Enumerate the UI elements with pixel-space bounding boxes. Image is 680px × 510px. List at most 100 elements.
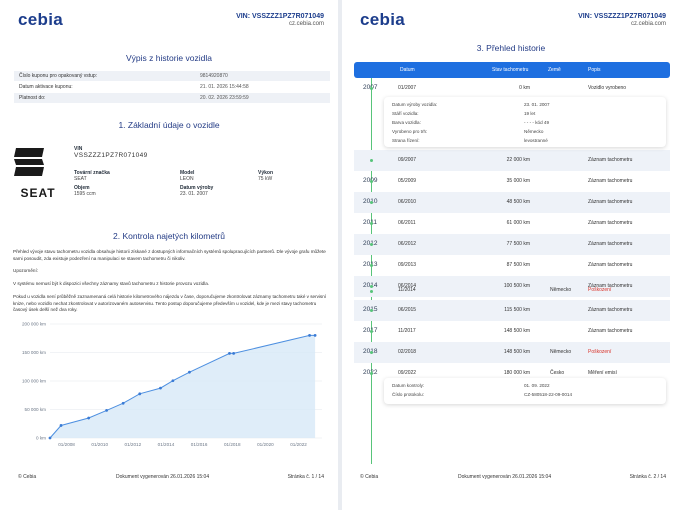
- chart-y-tick-label: 50 000 km: [25, 407, 47, 412]
- report-page-2: cebia VIN: VSSZZZ1PZ7R071049 cz.cebia.co…: [342, 0, 680, 510]
- timeline-dot: [370, 264, 373, 267]
- footer-copyright: © Cebia: [18, 474, 37, 480]
- chart-data-point: [159, 386, 162, 390]
- history-country: Česko: [550, 370, 565, 376]
- timeline-dot: [370, 180, 373, 183]
- chart-data-point: [105, 408, 109, 412]
- spec-value: LEON: [180, 176, 194, 182]
- history-country: Německo: [550, 287, 572, 293]
- history-odometer: 61 000 km: [506, 220, 530, 226]
- detail-label: Datum výroby vozidla:: [392, 102, 438, 107]
- history-odometer: 148 500 km: [503, 349, 530, 355]
- timeline-dot: [370, 87, 373, 90]
- history-description: Záznam tachometru: [588, 220, 633, 226]
- history-date: 06/2010: [398, 199, 417, 205]
- coupon-row: Číslo kuponu pro opakovaný vstup: 9814920…: [14, 71, 330, 82]
- history-description: Záznam tachometru: [588, 307, 633, 313]
- coupon-value: 9814920870: [200, 73, 228, 79]
- spec-make: Tovární značka SEAT: [74, 170, 110, 182]
- timeline-dot: [370, 222, 373, 225]
- chart-data-point: [59, 424, 63, 427]
- history-odometer: 0 km: [519, 85, 530, 91]
- chart-data-point: [121, 401, 125, 405]
- history-date: 09/2013: [398, 262, 417, 268]
- detail-value: 19 let: [524, 111, 536, 116]
- coupon-info-table: Číslo kuponu pro opakovaný vstup: 9814920…: [14, 71, 330, 104]
- section-title-mileage: 2. Kontrola najetých kilometrů: [113, 231, 225, 241]
- spec-value: SEAT: [74, 176, 87, 182]
- footer-generated: Dokument vygenerován 26.01.2026 15:04: [458, 474, 552, 480]
- production-detail-card: Datum výroby vozidla: 23. 01. 2007 Stáří …: [384, 97, 666, 147]
- section-title-history: 3. Přehled historie: [476, 43, 546, 53]
- report-page-1: cebia VIN: VSSZZZ1PZ7R071049 cz.cebia.co…: [0, 0, 338, 510]
- chart-data-point: [87, 416, 91, 420]
- history-description: Záznam tachometru: [588, 262, 633, 268]
- spec-label: Objem: [74, 185, 90, 191]
- chart-y-tick-label: 200 000 km: [22, 322, 46, 327]
- history-odometer: 87 500 km: [506, 262, 530, 268]
- detail-label: Číslo protokolu:: [392, 392, 424, 397]
- mileage-intro-text: Přehled vývoje stavu tachometru vozidla …: [13, 249, 326, 261]
- history-row: 2011 06/2011 61 000 km Záznam tachometru: [354, 213, 670, 234]
- chart-y-tick-label: 0 km: [36, 436, 46, 441]
- history-odometer: 100 500 km: [503, 283, 530, 289]
- vin-header-text: VIN: VSSZZZ1PZ7R071049: [578, 13, 666, 20]
- vin-label: VIN: [74, 146, 83, 152]
- brand-wordmark: SEAT: [20, 186, 56, 200]
- chart-data-point: [48, 436, 52, 440]
- spec-value: 75 kW: [258, 176, 273, 182]
- spec-volume: Objem 1595 ccm: [74, 185, 96, 197]
- history-date: 06/2011: [398, 220, 416, 226]
- chart-x-tick-label: 01/2020: [257, 442, 274, 447]
- chart-y-tick-label: 150 000 km: [22, 350, 46, 355]
- history-odometer: 148 500 km: [503, 328, 530, 334]
- detail-label: Stáří vozidla:: [392, 111, 419, 116]
- timeline-dot: [370, 201, 373, 204]
- warning-text: V systému nemusí být k dispozici všechny…: [13, 281, 210, 286]
- chart-data-point: [228, 351, 231, 355]
- chart-x-tick-label: 01/2010: [91, 442, 108, 447]
- vin-value: VSSZZZ1PZ7R071049: [74, 152, 148, 159]
- history-odometer: 77 500 km: [506, 241, 530, 247]
- history-description: Záznam tachometru: [588, 283, 633, 289]
- history-description: Záznam tachometru: [588, 178, 633, 184]
- detail-value: 23. 01. 2007: [524, 102, 550, 107]
- history-date: 11/2017: [398, 328, 416, 334]
- history-description: Poškození: [588, 349, 612, 355]
- vin-header: VIN: VSSZZZ1PZ7R071049 cz.cebia.com: [578, 13, 666, 27]
- spec-label: Výkon: [258, 170, 274, 176]
- history-date: 01/2007: [398, 85, 417, 91]
- warning-heading: Upozornění:: [13, 268, 39, 273]
- coupon-value: 20. 02. 2026 23:59:59: [200, 95, 249, 101]
- chart-data-point: [308, 334, 311, 337]
- history-odometer: 115 500 km: [504, 307, 530, 313]
- history-description: Poškození: [588, 287, 612, 293]
- col-odometer: Stav tachometru: [492, 67, 529, 73]
- mileage-chart: 200 000 km 150 000 km 100 000 km 50 000 km 0…: [22, 322, 322, 447]
- vin-header-text: VIN: VSSZZZ1PZ7R071049: [236, 13, 324, 20]
- chart-x-tick-label: 01/2014: [158, 442, 175, 447]
- footer-page-number: Stránka č. 2 / 14: [629, 474, 666, 480]
- detail-label: Vyrobeno pro trh:: [392, 129, 428, 134]
- section-title-basic-info: 1. Základní údaje o vozidle: [118, 120, 220, 130]
- history-row: 11/2014 Německo Poškození: [354, 284, 670, 298]
- history-year: 2011: [363, 219, 377, 226]
- chart-x-tick-label: 01/2012: [125, 442, 142, 447]
- history-date: 06/2015: [398, 307, 417, 313]
- col-country: Země: [548, 67, 561, 73]
- timeline-dot: [370, 351, 373, 354]
- cebia-url[interactable]: cz.cebia.com: [630, 21, 666, 27]
- timeline-dot: [370, 159, 373, 162]
- timeline-dot: [370, 285, 373, 288]
- history-description: Měření emisí: [588, 370, 617, 376]
- cebia-url[interactable]: cz.cebia.com: [288, 21, 324, 27]
- history-date: 11/2014: [398, 287, 416, 293]
- history-description: Vozidlo vyrobeno: [588, 85, 627, 91]
- spec-value: 23. 01. 2007: [180, 191, 208, 197]
- detail-value: 01. 09. 2022: [524, 383, 550, 388]
- spec-label: Tovární značka: [74, 170, 110, 176]
